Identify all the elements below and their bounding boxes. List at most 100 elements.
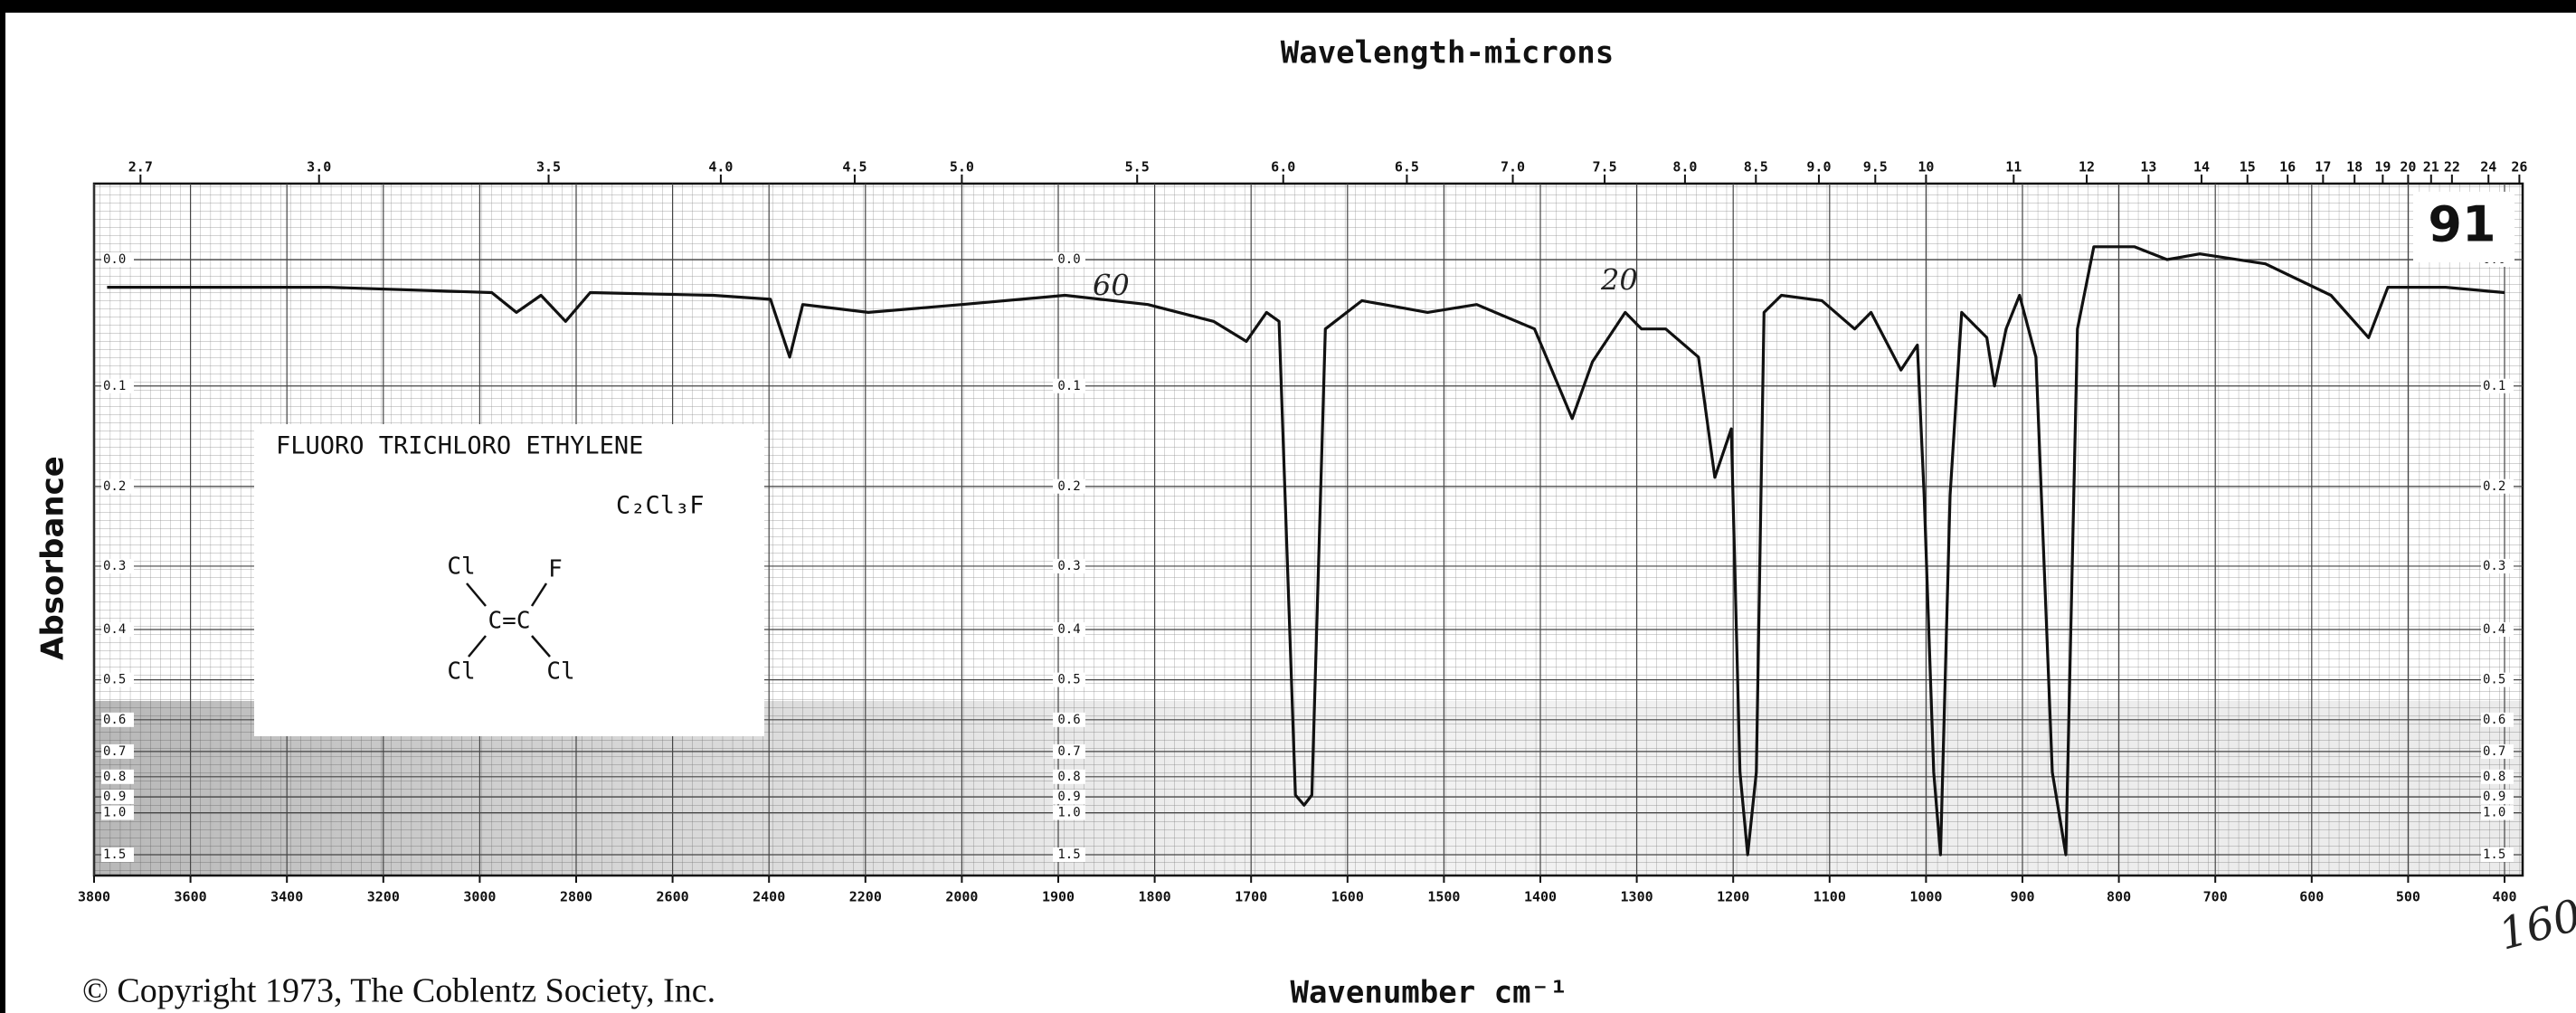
x2-tick-label: 8.5 xyxy=(1744,159,1768,175)
x2-axis-title: Wavelength-microns xyxy=(1281,35,1614,71)
y-tick-label-bg xyxy=(101,743,134,759)
x-tick-label: 1700 xyxy=(1235,889,1267,905)
y-tick-label-bg xyxy=(101,789,134,804)
y-tick-label: 0.6 xyxy=(103,713,126,727)
y-tick-label-bg xyxy=(2481,672,2514,687)
x-tick-label: 2000 xyxy=(945,889,978,905)
y-tick-label: 0.5 xyxy=(2483,673,2505,687)
x-tick-label: 3200 xyxy=(367,889,400,905)
y-tick-label: 0.2 xyxy=(103,479,126,494)
copyright: © Copyright 1973, The Coblentz Society, … xyxy=(82,972,715,1010)
y-tick-label-bg xyxy=(1053,672,1085,687)
y-tick-label: 0.3 xyxy=(2483,559,2505,573)
x2-tick-label: 17 xyxy=(2315,159,2331,175)
y-tick-label: 1.0 xyxy=(2483,806,2505,820)
y-tick-label-bg xyxy=(101,558,134,573)
x-tick-label: 2200 xyxy=(849,889,882,905)
y-tick-label-bg xyxy=(1053,558,1085,573)
y-tick-label: 0.4 xyxy=(2483,622,2505,637)
y-tick-label: 1.0 xyxy=(103,806,126,820)
card-background xyxy=(254,424,764,736)
atom-label: Cl xyxy=(447,658,475,686)
x-tick-label: 1800 xyxy=(1139,889,1171,905)
y-tick-label-bg xyxy=(2481,805,2514,820)
x2-tick-label: 13 xyxy=(2140,159,2156,175)
y-tick-label-bg xyxy=(2481,743,2514,759)
x-tick-label: 3400 xyxy=(270,889,303,905)
y-tick-label-bg xyxy=(101,769,134,784)
y-tick-label-bg xyxy=(2481,558,2514,573)
x2-tick-label: 16 xyxy=(2279,159,2296,175)
y-tick-label: 0.7 xyxy=(103,744,126,759)
y-tick-label: 0.1 xyxy=(103,379,126,393)
y-tick-label-bg xyxy=(101,805,134,820)
y-tick-label: 0.0 xyxy=(103,252,126,267)
x-tick-label: 600 xyxy=(2299,889,2324,905)
x-tick-label: 1200 xyxy=(1717,889,1749,905)
x-tick-label: 1400 xyxy=(1524,889,1557,905)
y-tick-label: 1.5 xyxy=(2483,847,2505,862)
y-tick-label: 0.5 xyxy=(103,673,126,687)
number-box xyxy=(2413,192,2514,262)
y-tick-label: 0.9 xyxy=(2483,790,2505,804)
x2-tick-label: 9.0 xyxy=(1806,159,1831,175)
x-tick-label: 1500 xyxy=(1427,889,1460,905)
y-tick-label-bg xyxy=(2481,769,2514,784)
y-tick-label-bg xyxy=(2481,378,2514,393)
y-tick-label-bg xyxy=(2481,789,2514,804)
y-tick-label-bg xyxy=(2481,478,2514,494)
y-tick-label: 0.1 xyxy=(2483,379,2505,393)
x-tick-label: 1300 xyxy=(1621,889,1653,905)
y-tick-label: 0.9 xyxy=(103,790,126,804)
x2-tick-label: 12 xyxy=(2079,159,2095,175)
x-tick-label: 2800 xyxy=(560,889,592,905)
y-tick-label: 0.3 xyxy=(1057,559,1080,573)
y-tick-label: 0.6 xyxy=(2483,713,2505,727)
x2-tick-label: 4.5 xyxy=(842,159,867,175)
atom-label: Cl xyxy=(447,554,475,581)
x2-tick-label: 3.0 xyxy=(307,159,331,175)
scan-border xyxy=(0,0,2576,13)
y-tick-label: 0.9 xyxy=(1057,790,1080,804)
x2-tick-label: 14 xyxy=(2193,159,2210,175)
y-tick-label-bg xyxy=(101,252,134,267)
x-tick-label: 500 xyxy=(2396,889,2420,905)
y-tick-label-bg xyxy=(1053,478,1085,494)
y-tick-label-bg xyxy=(1053,847,1085,862)
x2-tick-label: 5.0 xyxy=(950,159,974,175)
x2-tick-label: 24 xyxy=(2480,159,2496,175)
scan-border xyxy=(0,0,5,1013)
y-tick-label: 0.8 xyxy=(1057,770,1080,784)
x-tick-label: 400 xyxy=(2492,889,2516,905)
handwritten-note: 60 xyxy=(1093,269,1130,303)
x-axis-title: Wavenumber cm⁻¹ xyxy=(1290,975,1567,1011)
x-tick-label: 1600 xyxy=(1331,889,1364,905)
y-tick-label: 0.2 xyxy=(1057,479,1080,494)
y-tick-label: 0.6 xyxy=(1057,713,1080,727)
x2-tick-label: 11 xyxy=(2005,159,2022,175)
y-tick-label: 0.2 xyxy=(2483,479,2505,494)
x2-tick-label: 7.0 xyxy=(1501,159,1525,175)
x2-tick-label: 10 xyxy=(1918,159,1934,175)
y-tick-label: 1.5 xyxy=(1057,847,1080,862)
y-tick-label-bg xyxy=(1053,789,1085,804)
y-tick-label: 0.0 xyxy=(1057,252,1080,267)
y-tick-label-bg xyxy=(1053,378,1085,393)
y-tick-label-bg xyxy=(101,621,134,637)
compound-name: FLUORO TRICHLORO ETHYLENE xyxy=(276,432,643,460)
y-tick-label: 0.8 xyxy=(2483,770,2505,784)
x2-tick-label: 4.0 xyxy=(708,159,733,175)
x2-tick-label: 7.5 xyxy=(1593,159,1617,175)
y-tick-label: 0.4 xyxy=(103,622,126,637)
x-tick-label: 1100 xyxy=(1814,889,1846,905)
y-tick-label-bg xyxy=(1053,252,1085,267)
x-tick-label: 3800 xyxy=(78,889,110,905)
atom-label: Cl xyxy=(546,658,574,686)
y-tick-label-bg xyxy=(2481,712,2514,727)
x2-tick-label: 15 xyxy=(2240,159,2256,175)
x2-tick-label: 20 xyxy=(2400,159,2416,175)
y-tick-label-bg xyxy=(2481,621,2514,637)
y-tick-label-bg xyxy=(101,378,134,393)
atom-label: F xyxy=(548,556,563,583)
